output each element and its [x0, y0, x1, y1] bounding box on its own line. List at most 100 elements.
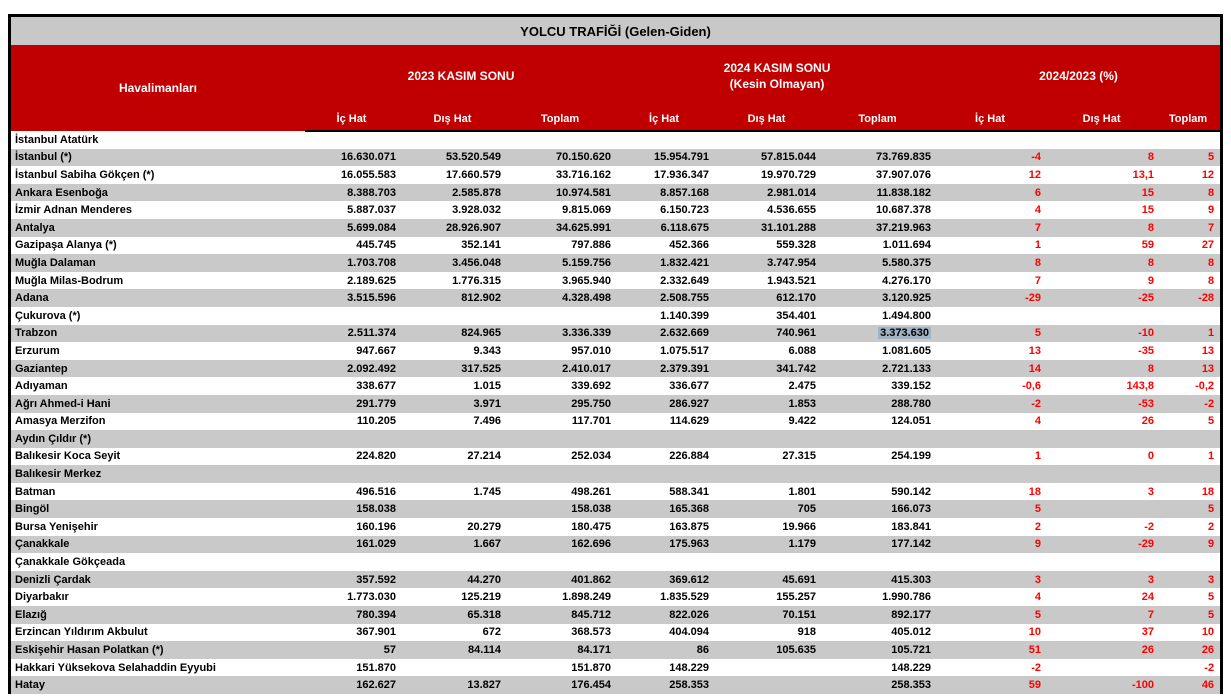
percent-cell[interactable]: -2: [1204, 397, 1215, 410]
value-cell[interactable]: 2.092.492: [347, 362, 396, 375]
percent-cell[interactable]: 2: [1207, 520, 1215, 533]
value-cell[interactable]: 161.029: [356, 538, 396, 551]
value-cell[interactable]: 148.229: [669, 661, 710, 674]
value-cell[interactable]: 155.257: [776, 591, 817, 604]
value-cell[interactable]: 166.073: [891, 503, 932, 516]
airport-name-cell[interactable]: Trabzon: [15, 327, 58, 340]
value-cell[interactable]: 1.801: [788, 485, 817, 498]
percent-cell[interactable]: 7: [1034, 274, 1042, 287]
airport-name-cell[interactable]: Ankara Esenboğa: [15, 186, 108, 199]
value-cell[interactable]: 2.508.755: [660, 292, 710, 305]
percent-cell[interactable]: 12: [1028, 168, 1042, 181]
value-cell[interactable]: [507, 307, 617, 325]
value-cell[interactable]: 15.954.791: [653, 151, 710, 164]
value-cell[interactable]: 1.832.421: [660, 256, 710, 269]
percent-cell[interactable]: 59: [1141, 239, 1155, 252]
airport-name-cell[interactable]: Balıkesir Merkez: [15, 468, 102, 481]
percent-cell[interactable]: 5: [1207, 608, 1215, 621]
value-cell[interactable]: 162.696: [571, 538, 612, 551]
value-cell[interactable]: 5.159.756: [562, 256, 612, 269]
percent-cell[interactable]: 9: [1207, 204, 1215, 217]
value-cell[interactable]: 740.961: [776, 327, 817, 340]
percent-cell[interactable]: 8: [1147, 362, 1155, 375]
value-cell[interactable]: [402, 659, 507, 677]
value-cell[interactable]: 1.835.529: [660, 591, 710, 604]
percent-cell[interactable]: -25: [1138, 292, 1155, 305]
value-cell[interactable]: 175.963: [669, 538, 710, 551]
percent-cell[interactable]: 46: [1201, 679, 1215, 692]
value-cell[interactable]: 2.981.014: [767, 186, 817, 199]
airport-name-cell[interactable]: Ağrı Ahmed-i Hani: [15, 397, 111, 410]
value-cell[interactable]: 254.199: [891, 450, 932, 463]
percent-cell[interactable]: 5: [1207, 151, 1215, 164]
value-cell[interactable]: 2.379.391: [660, 362, 710, 375]
value-cell[interactable]: 288.780: [891, 397, 932, 410]
value-cell[interactable]: 27.315: [782, 450, 817, 463]
value-cell[interactable]: 114.629: [669, 415, 710, 428]
value-cell[interactable]: 20.279: [467, 520, 501, 533]
percent-cell[interactable]: [1160, 430, 1220, 448]
value-cell[interactable]: [617, 553, 715, 571]
value-cell[interactable]: 148.229: [891, 661, 932, 674]
value-cell[interactable]: 86: [696, 644, 710, 657]
percent-cell[interactable]: 10: [1201, 626, 1215, 639]
airport-name-cell[interactable]: Muğla Dalaman: [15, 256, 96, 269]
value-cell[interactable]: 16.055.583: [340, 168, 396, 181]
value-cell[interactable]: 2.475: [788, 380, 817, 393]
value-cell[interactable]: 57: [383, 644, 396, 657]
value-cell[interactable]: [822, 553, 937, 571]
value-cell[interactable]: 84.114: [467, 644, 501, 657]
value-cell[interactable]: 9.422: [788, 415, 817, 428]
percent-cell[interactable]: -29: [1025, 292, 1042, 305]
value-cell[interactable]: 163.875: [669, 520, 710, 533]
value-cell[interactable]: 336.677: [669, 380, 710, 393]
value-cell[interactable]: 37.219.963: [875, 221, 932, 234]
percent-cell[interactable]: 8: [1207, 274, 1215, 287]
percent-cell[interactable]: 8: [1147, 221, 1155, 234]
value-cell[interactable]: 1.667: [473, 538, 501, 551]
value-cell[interactable]: [507, 553, 617, 571]
value-cell[interactable]: 6.118.675: [660, 221, 710, 234]
value-cell[interactable]: 4.276.170: [882, 274, 932, 287]
value-cell[interactable]: [617, 430, 715, 448]
value-cell[interactable]: 452.366: [669, 239, 710, 252]
value-cell[interactable]: 162.627: [356, 679, 396, 692]
value-cell[interactable]: 44.270: [467, 573, 501, 586]
value-cell[interactable]: 415.303: [891, 573, 932, 586]
value-cell[interactable]: 369.612: [669, 573, 710, 586]
airport-name-cell[interactable]: Adana: [15, 292, 49, 305]
value-cell[interactable]: [402, 430, 507, 448]
value-cell[interactable]: 1.773.030: [347, 591, 396, 604]
percent-cell[interactable]: [1047, 430, 1160, 448]
percent-cell[interactable]: 15: [1141, 204, 1155, 217]
percent-cell[interactable]: 4: [1034, 204, 1042, 217]
airport-name-cell[interactable]: Diyarbakır: [15, 591, 69, 604]
value-cell[interactable]: [715, 659, 822, 677]
value-cell[interactable]: 13.827: [467, 679, 501, 692]
value-cell[interactable]: 10.974.581: [555, 186, 612, 199]
airport-name-cell[interactable]: Eskişehir Hasan Polatkan (*): [15, 644, 164, 657]
value-cell[interactable]: 258.353: [669, 679, 710, 692]
percent-cell[interactable]: 3: [1207, 573, 1215, 586]
value-cell[interactable]: [617, 131, 715, 149]
percent-cell[interactable]: 7: [1147, 608, 1155, 621]
percent-cell[interactable]: [937, 430, 1047, 448]
percent-cell[interactable]: 13: [1201, 344, 1215, 357]
airport-name-cell[interactable]: Çanakkale: [15, 538, 70, 551]
value-cell[interactable]: 226.884: [669, 450, 710, 463]
value-cell[interactable]: 105.721: [891, 644, 932, 657]
percent-cell[interactable]: -35: [1138, 344, 1155, 357]
value-cell[interactable]: 3.120.925: [882, 292, 932, 305]
value-cell[interactable]: 780.394: [356, 608, 396, 621]
percent-cell[interactable]: 13: [1201, 362, 1215, 375]
value-cell[interactable]: 1.898.249: [562, 591, 612, 604]
percent-cell[interactable]: [1160, 307, 1220, 325]
value-cell[interactable]: 17.936.347: [653, 168, 710, 181]
percent-cell[interactable]: [937, 307, 1047, 325]
value-cell[interactable]: 176.454: [571, 679, 612, 692]
airport-name-cell[interactable]: Gaziantep: [15, 362, 68, 375]
value-cell[interactable]: 2.511.374: [347, 327, 396, 340]
value-cell[interactable]: 3.456.048: [452, 256, 501, 269]
value-cell[interactable]: 1.776.315: [452, 274, 501, 287]
value-cell[interactable]: [507, 131, 617, 149]
